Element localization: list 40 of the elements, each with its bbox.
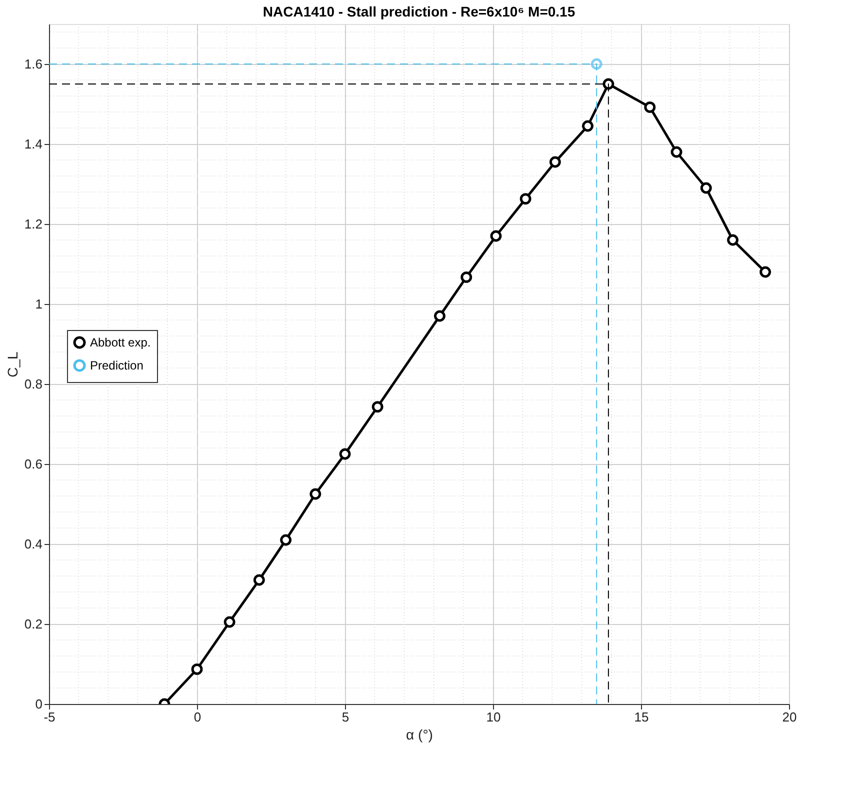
x-tick-label: 20 xyxy=(782,710,797,724)
point xyxy=(520,193,532,205)
y-axis-title: C_L xyxy=(4,351,20,378)
point xyxy=(727,234,738,246)
y-tick-label: 0.4 xyxy=(24,536,42,552)
point xyxy=(253,574,265,586)
point xyxy=(372,401,384,413)
x-tick-label: 15 xyxy=(634,710,649,724)
point xyxy=(339,448,351,460)
chart-title: NACA1410 - Stall prediction - Re=6x10⁶ M=0.15 xyxy=(262,4,576,20)
y-tick-label: 0 xyxy=(35,696,42,712)
x-axis-title: α (°) xyxy=(406,726,433,742)
y-tick-label: 0.6 xyxy=(24,456,42,472)
y-tick-label: 1.2 xyxy=(24,216,42,232)
point xyxy=(549,156,561,168)
point xyxy=(310,488,322,500)
legend-label: Prediction xyxy=(90,358,144,372)
point xyxy=(224,616,236,628)
y-tick-label: 1 xyxy=(35,296,42,312)
point xyxy=(191,663,203,675)
point xyxy=(490,230,502,242)
point xyxy=(460,271,472,283)
x-tick-label: 10 xyxy=(486,710,501,724)
point xyxy=(434,310,446,322)
point xyxy=(700,182,712,194)
x-tick-label: 0 xyxy=(194,710,202,724)
point xyxy=(644,101,656,113)
point xyxy=(670,146,682,158)
y-tick-label: 1.6 xyxy=(24,56,42,72)
x-tick-label: 5 xyxy=(342,710,350,724)
legend-label: Abbott exp. xyxy=(90,336,151,350)
x-tick-label: -5 xyxy=(44,710,56,724)
point xyxy=(602,78,614,90)
y-tick-label: 0.2 xyxy=(24,616,42,632)
y-tick-label: 1.4 xyxy=(24,136,42,152)
point xyxy=(280,534,292,546)
point xyxy=(582,120,594,132)
point xyxy=(760,266,772,278)
point xyxy=(590,58,602,70)
y-tick-label: 0.8 xyxy=(24,376,42,392)
